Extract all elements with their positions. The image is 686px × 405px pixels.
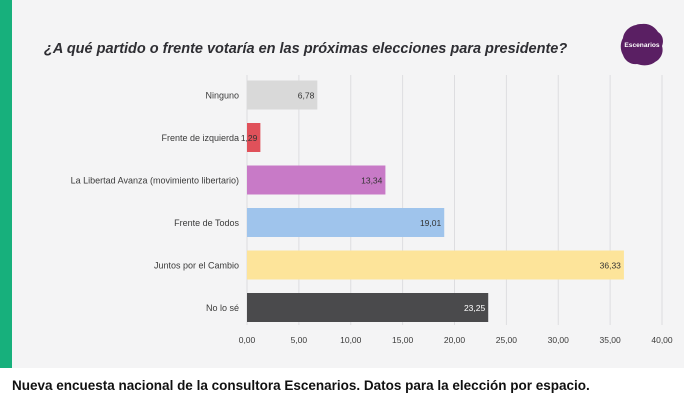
bars: 6,78 1,29 13,34 19,01 36,33 23,25 (241, 80, 624, 322)
data-label: 13,34 (361, 176, 383, 186)
logo-splash-shape (620, 23, 663, 66)
x-tick-label: 25,00 (496, 335, 518, 345)
accent-stripe (0, 0, 12, 368)
x-tick-label: 30,00 (548, 335, 570, 345)
data-label: 36,33 (600, 261, 622, 271)
category-label: La Libertad Avanza (movimiento libertari… (71, 176, 239, 186)
x-tick-label: 35,00 (599, 335, 621, 345)
bar (247, 165, 386, 195)
data-label: 6,78 (298, 91, 315, 101)
category-label: Juntos por el Cambio (154, 261, 239, 271)
x-tick-label: 5,00 (291, 335, 308, 345)
category-label: Frente de izquierda (161, 133, 239, 143)
bar (247, 208, 445, 237)
data-label: 19,01 (420, 218, 442, 228)
category-label: Ninguno (205, 91, 239, 101)
data-label: 23,25 (464, 303, 486, 313)
bar (247, 123, 261, 152)
data-label: 1,29 (241, 133, 258, 143)
x-tick-label: 10,00 (340, 335, 362, 345)
bar (247, 80, 318, 110)
category-label: No lo sé (206, 303, 239, 313)
x-tick-labels: 0,00 5,00 10,00 15,00 20,00 25,00 30,00 35,00 40… (239, 335, 673, 345)
caption: Nueva encuesta nacional de la consultora… (12, 378, 590, 393)
category-label: Frente de Todos (174, 218, 239, 228)
x-tick-label: 20,00 (444, 335, 466, 345)
x-tick-label: 15,00 (392, 335, 414, 345)
grid-lines (246, 75, 663, 325)
x-tick-label: 0,00 (239, 335, 256, 345)
logo-text: Escenarios (624, 42, 660, 49)
bar-chart: 6,78 1,29 13,34 19,01 36,33 23,25 Ninguno Fren… (71, 75, 673, 345)
escenarios-logo-badge: Escenarios (620, 23, 663, 66)
bar (247, 293, 489, 322)
bar (247, 250, 624, 280)
chart-title: ¿A qué partido o frente votaría en las p… (44, 41, 568, 57)
category-labels: Ninguno Frente de izquierda La Libertad Av… (71, 91, 240, 314)
x-tick-label: 40,00 (651, 335, 673, 345)
